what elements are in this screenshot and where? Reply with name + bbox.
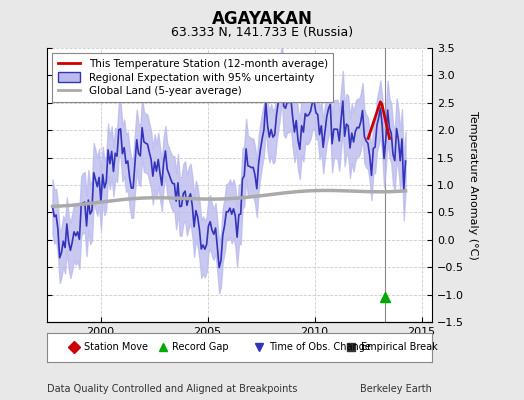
- Text: 63.333 N, 141.733 E (Russia): 63.333 N, 141.733 E (Russia): [171, 26, 353, 39]
- Text: Record Gap: Record Gap: [172, 342, 229, 352]
- Text: Empirical Break: Empirical Break: [361, 342, 438, 352]
- Text: Station Move: Station Move: [84, 342, 148, 352]
- Legend: This Temperature Station (12-month average), Regional Expectation with 95% uncer: This Temperature Station (12-month avera…: [52, 53, 333, 102]
- Text: Time of Obs. Change: Time of Obs. Change: [269, 342, 370, 352]
- Text: Data Quality Controlled and Aligned at Breakpoints: Data Quality Controlled and Aligned at B…: [47, 384, 298, 394]
- Y-axis label: Temperature Anomaly (°C): Temperature Anomaly (°C): [468, 111, 478, 259]
- Text: Berkeley Earth: Berkeley Earth: [361, 384, 432, 394]
- Text: AGAYAKAN: AGAYAKAN: [212, 10, 312, 28]
